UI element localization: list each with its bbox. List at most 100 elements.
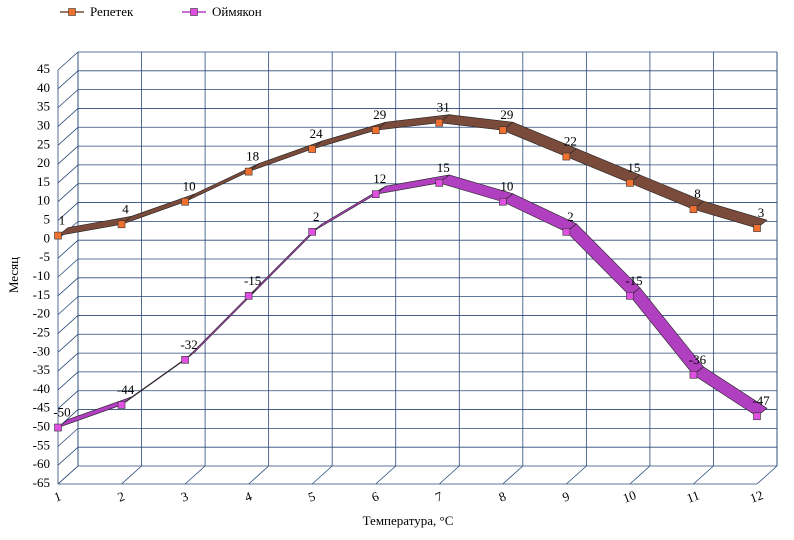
x-tick-label: 10: [621, 487, 638, 506]
data-label: -44: [117, 382, 135, 397]
x-tick-label: 12: [748, 487, 765, 506]
ribbon: [311, 121, 386, 150]
grid-line: [121, 465, 142, 485]
y-tick-label: -45: [33, 400, 50, 415]
y-tick-label: -30: [33, 343, 50, 358]
grid-line: [57, 333, 79, 353]
marker: [626, 179, 634, 187]
x-tick-label: 2: [115, 488, 126, 504]
marker: [308, 228, 316, 236]
grid-line: [629, 465, 651, 485]
marker: [689, 205, 698, 214]
marker: [435, 179, 444, 187]
data-label: 31: [437, 100, 450, 115]
x-axis-label: Температура, °С: [363, 513, 454, 528]
marker: [117, 220, 126, 229]
y-tick-label: -10: [33, 268, 50, 283]
x-tick-label: 4: [242, 488, 254, 504]
data-label: 8: [694, 186, 701, 201]
data-label: 12: [373, 171, 386, 186]
ribbon: [692, 366, 768, 417]
grid-line: [566, 465, 587, 485]
marker: [499, 197, 507, 206]
marker: [308, 145, 316, 153]
y-axis-label: Месяц: [6, 257, 21, 293]
y-tick-label: -55: [33, 437, 50, 452]
ribbon: [692, 200, 768, 229]
y-tick-label: 35: [37, 99, 50, 114]
data-label: 10: [500, 179, 513, 194]
data-label: -15: [244, 273, 261, 288]
grid-line: [375, 465, 396, 485]
x-tick-label: 6: [370, 488, 382, 504]
data-label: 22: [564, 134, 577, 149]
data-label: 4: [122, 201, 129, 216]
grid-line: [57, 315, 79, 334]
legend-marker: [68, 8, 76, 16]
grid-line: [57, 108, 79, 127]
marker: [753, 224, 761, 232]
grid-line: [57, 202, 79, 221]
y-tick-label: 10: [37, 193, 50, 208]
y-tick-label: 15: [37, 174, 50, 189]
marker: [117, 401, 126, 409]
marker: [371, 190, 380, 198]
data-label: 2: [567, 209, 574, 224]
y-tick-label: -5: [39, 249, 50, 264]
x-tick-label: 1: [52, 488, 63, 504]
grid-line: [57, 277, 79, 297]
y-tick-label: 25: [37, 136, 50, 151]
grid-line: [57, 465, 79, 485]
grid-line: [57, 145, 79, 165]
y-tick-label: -35: [33, 362, 50, 377]
marker: [562, 152, 571, 161]
data-label: 1: [59, 213, 66, 228]
y-tick-label: -40: [33, 381, 50, 396]
grid-line: [57, 164, 79, 184]
marker: [54, 231, 62, 240]
marker: [181, 197, 189, 206]
y-tick-label: 30: [37, 117, 50, 132]
legend-label: Репетек: [90, 4, 134, 19]
data-label: -32: [180, 337, 197, 352]
x-tick-label: 8: [497, 488, 508, 504]
ribbon: [502, 193, 577, 233]
y-tick-label: -20: [33, 306, 50, 321]
grid-line: [57, 296, 79, 315]
marker: [371, 126, 380, 135]
y-tick-label: -60: [33, 456, 50, 471]
marker: [244, 167, 253, 176]
data-label: -50: [53, 405, 70, 420]
data-label: 29: [500, 107, 513, 122]
legend-marker: [190, 8, 198, 16]
y-tick-label: -65: [33, 475, 50, 490]
x-tick-label: 7: [433, 488, 445, 504]
y-tick-label: 0: [44, 230, 51, 245]
data-label: -47: [752, 393, 770, 408]
grid-line: [439, 465, 460, 485]
grid-line: [57, 51, 79, 71]
marker: [244, 292, 253, 300]
marker: [626, 292, 634, 300]
grid-line: [502, 465, 524, 485]
data-label: 2: [313, 209, 320, 224]
marker: [689, 371, 698, 379]
data-label: 15: [437, 160, 450, 175]
x-tick-label: 3: [179, 488, 190, 504]
grid-line: [57, 390, 79, 410]
data-label: 24: [310, 126, 324, 141]
grid-line: [184, 465, 206, 485]
grid-line: [57, 89, 79, 108]
y-tick-label: 45: [37, 61, 50, 76]
marker: [753, 412, 761, 421]
grid-line: [311, 465, 333, 485]
grid-line: [248, 465, 269, 485]
grid-line: [57, 126, 79, 146]
y-tick-label: -25: [33, 324, 50, 339]
y-tick-label: -15: [33, 287, 50, 302]
x-tick-label: 9: [560, 488, 571, 504]
marker: [54, 423, 62, 432]
x-tick-label: 5: [306, 488, 317, 504]
data-label: 15: [627, 160, 640, 175]
